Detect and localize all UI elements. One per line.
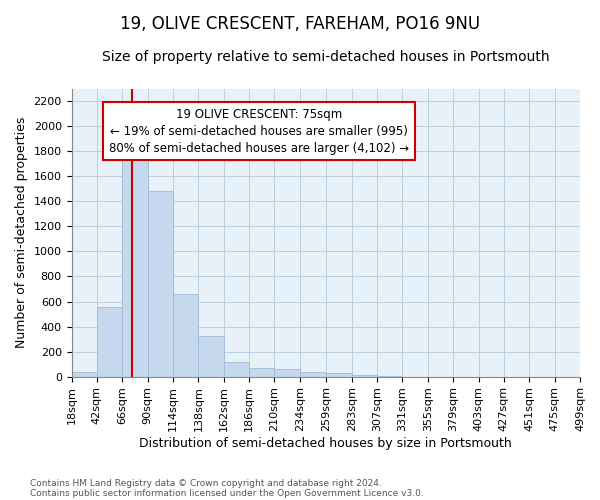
Y-axis label: Number of semi-detached properties: Number of semi-detached properties [15,117,28,348]
Bar [122,152,148,376]
Text: Contains public sector information licensed under the Open Government Licence v3: Contains public sector information licen… [30,488,424,498]
Bar [326,373,352,376]
Bar [97,306,122,376]
Text: 19 OLIVE CRESCENT: 75sqm
← 19% of semi-detached houses are smaller (995)
80% of : 19 OLIVE CRESCENT: 75sqm ← 19% of semi-d… [109,108,409,154]
Bar [71,372,97,376]
Bar [300,372,326,376]
Bar [199,336,224,376]
Bar [224,362,249,376]
X-axis label: Distribution of semi-detached houses by size in Portsmouth: Distribution of semi-detached houses by … [139,437,512,450]
Bar [173,294,199,376]
Bar [274,369,300,376]
Title: Size of property relative to semi-detached houses in Portsmouth: Size of property relative to semi-detach… [102,50,550,64]
Bar [249,368,274,376]
Bar [352,374,377,376]
Text: Contains HM Land Registry data © Crown copyright and database right 2024.: Contains HM Land Registry data © Crown c… [30,478,382,488]
Bar [148,192,173,376]
Text: 19, OLIVE CRESCENT, FAREHAM, PO16 9NU: 19, OLIVE CRESCENT, FAREHAM, PO16 9NU [120,15,480,33]
